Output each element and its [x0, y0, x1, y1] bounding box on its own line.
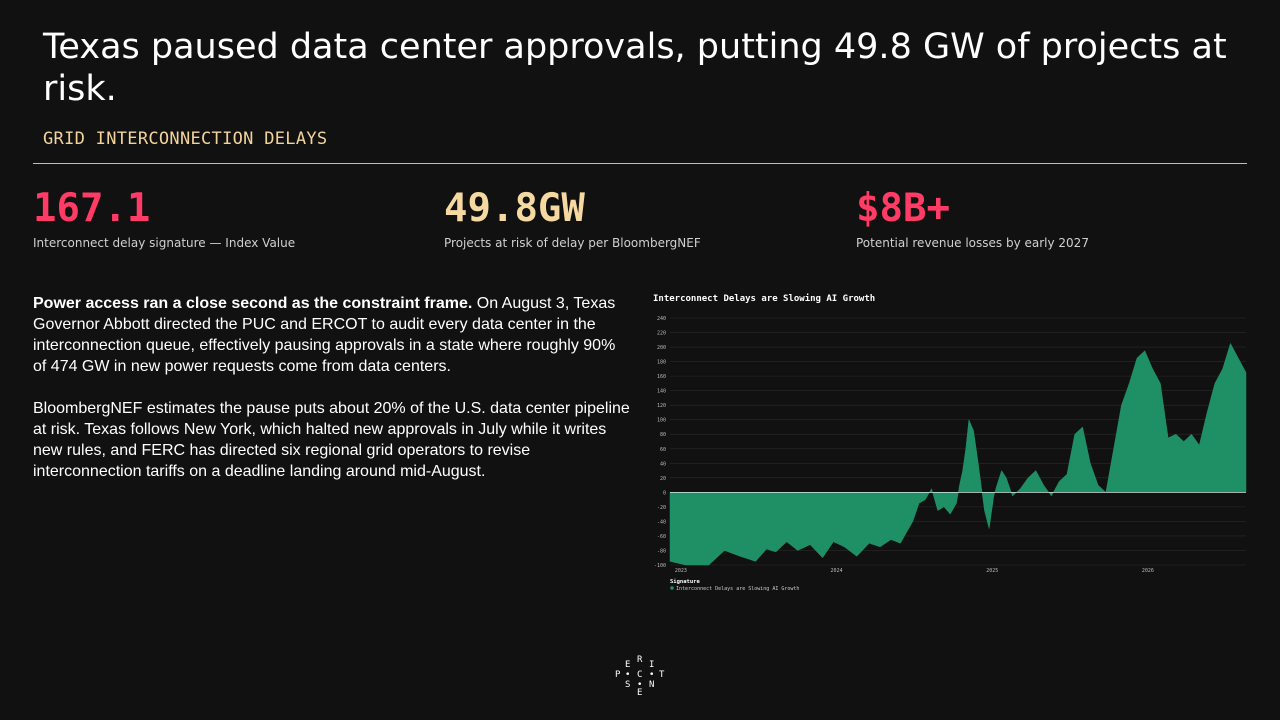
logo-letter: E	[637, 688, 643, 698]
stat-value: 167.1	[33, 186, 151, 231]
y-tick-label: 220	[657, 331, 666, 337]
x-tick-label: 2024	[831, 568, 843, 574]
chart-container: Interconnect Delays are Slowing AI Growt…	[648, 286, 1258, 596]
section-subtitle: GRID INTERCONNECTION DELAYS	[43, 129, 328, 149]
logo-letter: E	[625, 660, 631, 670]
brand-logo: R E I P C T S N E • • •	[610, 655, 670, 700]
y-tick-label: 240	[657, 316, 666, 322]
legend-title: Signature	[670, 579, 700, 585]
y-tick-label: 80	[660, 432, 666, 438]
logo-letter: R	[637, 655, 643, 665]
paragraph-lead: Power access ran a close second as the c…	[33, 295, 473, 312]
x-tick-label: 2023	[675, 568, 687, 574]
y-tick-label: 200	[657, 345, 666, 351]
y-tick-label: 160	[657, 374, 666, 380]
stat-card-gw: 49.8GW Projects at risk of delay per Blo…	[444, 186, 824, 250]
stat-card-revenue: $8B+ Potential revenue losses by early 2…	[856, 186, 1236, 250]
y-tick-label: 60	[660, 447, 666, 453]
y-tick-label: -20	[657, 505, 666, 511]
chart-title: Interconnect Delays are Slowing AI Growt…	[653, 294, 876, 304]
y-tick-label: 140	[657, 389, 666, 395]
paragraph-2: BloombergNEF estimates the pause puts ab…	[33, 400, 630, 480]
logo-letter: P	[615, 670, 621, 680]
y-tick-label: 0	[663, 490, 666, 496]
logo-letter: N	[649, 680, 655, 690]
series-area	[669, 342, 1247, 566]
y-tick-label: -40	[657, 519, 666, 525]
logo-letter: T	[659, 670, 665, 680]
y-tick-label: 120	[657, 403, 666, 409]
logo-letter: I	[649, 660, 655, 670]
stat-value: $8B+	[856, 186, 950, 231]
logo-dot: •	[637, 680, 643, 690]
legend-entry: Interconnect Delays are Slowing AI Growt…	[676, 586, 799, 592]
x-tick-label: 2025	[986, 568, 998, 574]
y-tick-label: 20	[660, 476, 666, 482]
y-tick-label: 40	[660, 461, 666, 467]
y-tick-label: 100	[657, 418, 666, 424]
stat-label: Potential revenue losses by early 2027	[856, 236, 1089, 250]
paragraph-1: Power access ran a close second as the c…	[33, 293, 631, 377]
paragraph-rest: On August 3, Texas Governor Abbott direc…	[33, 295, 616, 375]
logo-letter: C	[637, 670, 643, 680]
logo-dot: •	[649, 670, 655, 680]
y-tick-label: -80	[657, 548, 666, 554]
stat-label: Projects at risk of delay per BloombergN…	[444, 236, 701, 250]
stat-label: Interconnect delay signature — Index Val…	[33, 236, 296, 250]
divider	[33, 163, 1247, 164]
y-tick-label: 180	[657, 360, 666, 366]
body-text: Power access ran a close second as the c…	[33, 293, 631, 503]
y-tick-label: -60	[657, 534, 666, 540]
legend-swatch	[670, 586, 674, 590]
y-tick-label: -100	[654, 563, 666, 569]
stat-value: 49.8GW	[444, 186, 585, 231]
x-tick-label: 2026	[1142, 568, 1154, 574]
logo-dot: •	[625, 670, 631, 680]
page-title: Texas paused data center approvals, putt…	[43, 27, 1227, 109]
logo-letter: S	[625, 680, 631, 690]
stat-card-index: 167.1 Interconnect delay signature — Ind…	[33, 186, 413, 250]
area-chart: -100 -80 -60 -40 -20 0 20 40 60 80 100 120 140 160 180…	[654, 316, 1247, 592]
